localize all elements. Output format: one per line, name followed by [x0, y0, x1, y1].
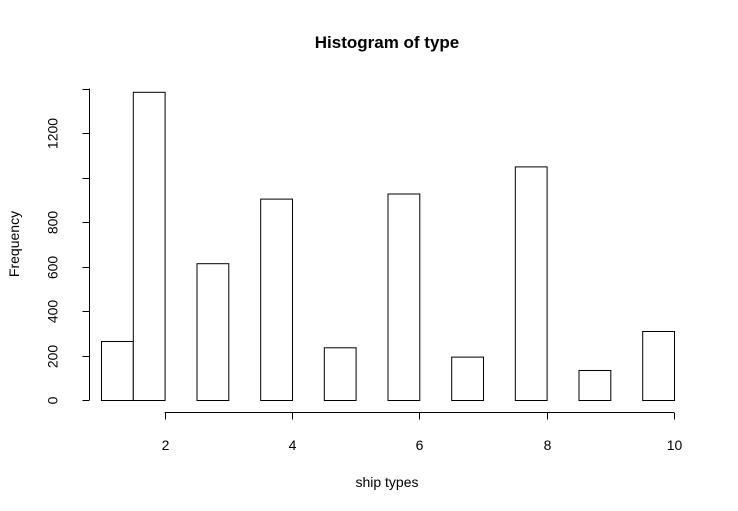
- y-tick-label: 200: [45, 345, 61, 369]
- x-axis-label: ship types: [355, 474, 418, 490]
- x-axis: 2 4 6 8 10: [162, 412, 683, 453]
- y-axis-label: Frequency: [6, 211, 22, 277]
- histogram-bar: [132, 91, 166, 402]
- histogram-bar: [323, 347, 357, 401]
- histogram-bar: [101, 341, 134, 401]
- x-tick-label: 10: [667, 437, 683, 453]
- histogram-bar: [642, 331, 676, 401]
- histogram-bar: [196, 263, 230, 402]
- histogram-bar: [387, 193, 421, 401]
- histogram-bar: [451, 356, 485, 402]
- y-tick-label: 0: [45, 396, 61, 404]
- x-tick-label: 8: [544, 437, 552, 453]
- x-tick-label: 6: [416, 437, 424, 453]
- y-tick-label: 400: [45, 300, 61, 324]
- y-tick-label: 1200: [45, 118, 61, 149]
- histogram-bars: [101, 91, 676, 402]
- x-tick-label: 4: [289, 437, 297, 453]
- histogram-bar: [260, 198, 294, 401]
- histogram-bar: [514, 166, 548, 401]
- histogram-bar: [578, 370, 612, 401]
- y-tick-label: 600: [45, 256, 61, 280]
- chart-title: Histogram of type: [315, 33, 460, 52]
- y-axis: 0 200 400 600 800 1200: [45, 88, 90, 404]
- y-tick-label: 800: [45, 211, 61, 235]
- x-tick-label: 2: [162, 437, 170, 453]
